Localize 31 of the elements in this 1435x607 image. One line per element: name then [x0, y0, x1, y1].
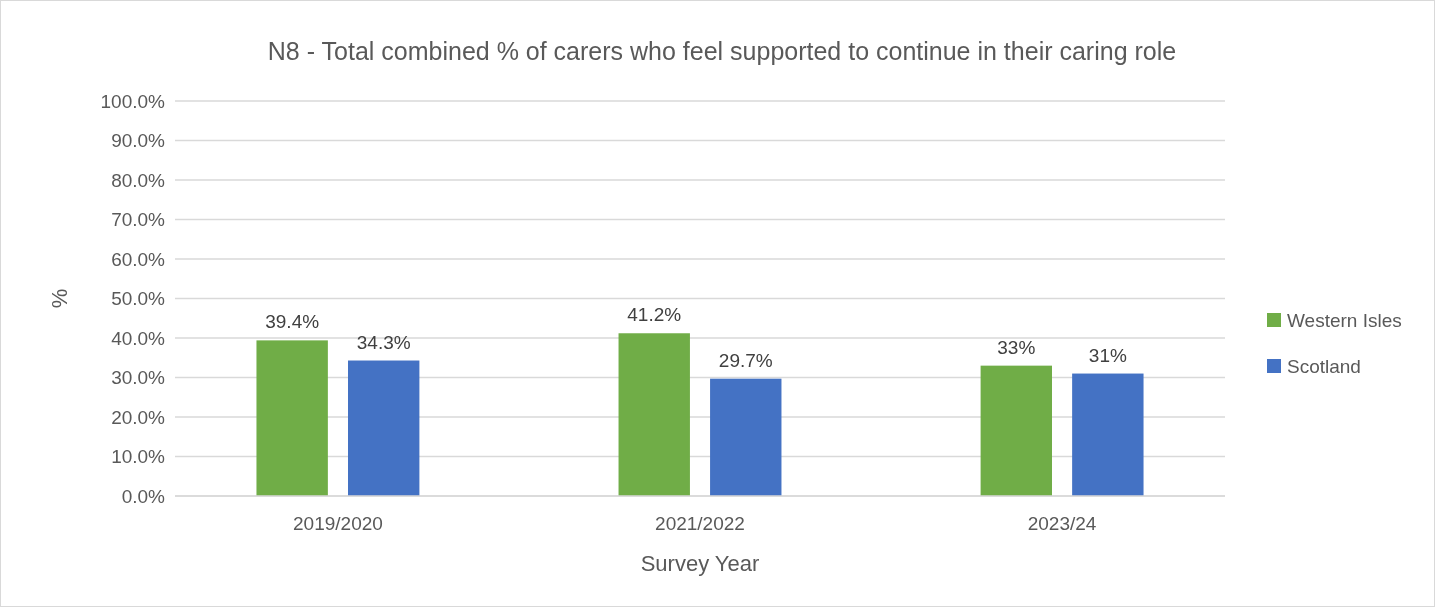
bar [1072, 373, 1144, 496]
data-label: 29.7% [718, 349, 773, 371]
y-tick-label: 70.0% [111, 209, 166, 231]
y-tick-label: 100.0% [100, 90, 166, 112]
data-label: 33% [997, 336, 1036, 358]
bar [256, 340, 328, 496]
y-tick-label: 60.0% [111, 248, 166, 270]
data-label: 34.3% [356, 331, 411, 353]
x-tick-label: 2019/2020 [293, 513, 383, 534]
data-label: 41.2% [627, 304, 682, 326]
y-tick-label: 90.0% [111, 130, 166, 152]
y-tick-label: 80.0% [111, 169, 166, 191]
bar [980, 365, 1052, 496]
x-tick-label: 2023/24 [1027, 513, 1097, 534]
x-tick-label: 2021/2022 [655, 513, 745, 534]
legend-label: Scotland [1287, 355, 1361, 377]
legend-label: Western Isles [1287, 309, 1402, 331]
data-label: 31% [1088, 344, 1127, 366]
bar [618, 333, 690, 496]
bar [348, 360, 420, 496]
x-axis-title: Survey Year [640, 551, 760, 576]
y-tick-label: 40.0% [111, 327, 166, 349]
chart-title: N8 - Total combined % of carers who feel supported to continue in their caring role [267, 37, 1177, 65]
y-tick-label: 30.0% [111, 367, 166, 389]
y-tick-label: 10.0% [111, 446, 166, 468]
y-tick-label: 20.0% [111, 406, 166, 428]
bar [710, 378, 782, 496]
y-tick-label: 50.0% [111, 288, 166, 310]
y-tick-label: 0.0% [121, 485, 166, 507]
data-label: 39.4% [265, 311, 320, 333]
y-axis-title: % [47, 288, 72, 309]
